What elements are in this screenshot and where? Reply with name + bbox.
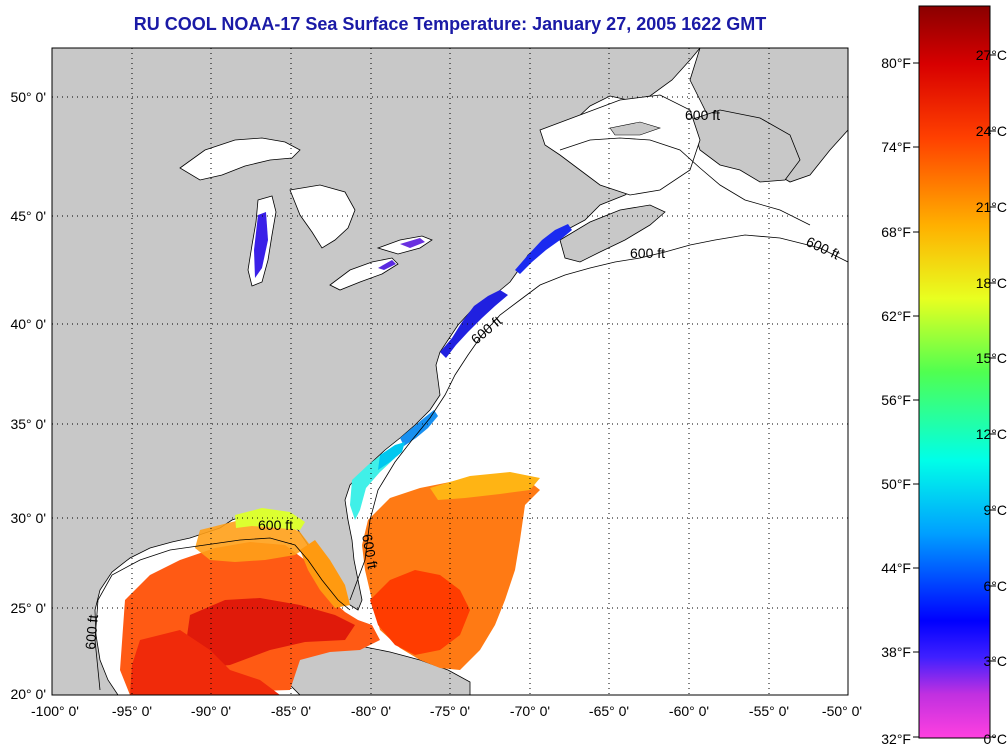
lon-tick-label: -90° 0' xyxy=(191,703,231,719)
colorbar-c-label: 27°C xyxy=(976,47,1007,63)
lon-tick-label: -95° 0' xyxy=(112,703,152,719)
colorbar-f-label: 62°F xyxy=(881,308,911,324)
colorbar-c-label: 15°C xyxy=(976,350,1007,366)
sst-carolina xyxy=(378,442,405,470)
sst-mid-atlantic xyxy=(400,410,438,446)
isobath-contours xyxy=(94,137,848,691)
lon-tick-label: -75° 0' xyxy=(430,703,470,719)
sst-ne-coast xyxy=(440,290,508,358)
lon-tick-label: -70° 0' xyxy=(510,703,550,719)
isobath-label: 600 ft xyxy=(359,533,381,570)
sst-atlantic-north-fringe xyxy=(430,472,540,500)
lake-superior xyxy=(179,137,301,181)
lat-tick-label: 25° 0' xyxy=(10,600,46,616)
sst-gulf-coast-cool xyxy=(235,508,305,530)
lat-tick-label: 45° 0' xyxy=(10,208,46,224)
colorbar: 80°F 74°F 68°F 62°F 56°F 50°F 44°F 38°F … xyxy=(881,5,1008,747)
sst-caribbean xyxy=(130,630,280,695)
lat-tick-label: 35° 0' xyxy=(10,416,46,432)
colorbar-f-ticks xyxy=(913,62,919,738)
land-anticosti xyxy=(609,121,661,136)
colorbar-c-label: 9°C xyxy=(984,502,1008,518)
lake-erie-sst xyxy=(378,260,396,270)
land-nova-scotia xyxy=(559,204,666,263)
lon-tick-label: -50° 0' xyxy=(822,703,862,719)
colorbar-f-label: 68°F xyxy=(881,224,911,240)
sst-loop-current xyxy=(185,598,355,668)
colorbar-f-label: 74°F xyxy=(881,139,911,155)
colorbar-c-label: 12°C xyxy=(976,426,1007,442)
plot-frame xyxy=(51,47,849,696)
isobath-label: 600 ft xyxy=(685,107,720,123)
map-title: RU COOL NOAA-17 Sea Surface Temperature:… xyxy=(133,14,767,34)
lon-tick-label: -85° 0' xyxy=(271,703,311,719)
sst-gulf-shelf xyxy=(195,520,310,562)
lat-axis: 50° 0' 45° 0' 40° 0' 35° 0' 30° 0' 25° 0… xyxy=(10,89,46,702)
colorbar-gradient xyxy=(918,5,991,739)
land-newfoundland-island xyxy=(689,109,801,183)
sst-gulf-of-maine xyxy=(515,224,572,274)
lake-michigan-sst xyxy=(254,212,268,278)
lon-tick-label: -55° 0' xyxy=(749,703,789,719)
lon-tick-label: -65° 0' xyxy=(589,703,629,719)
map-layers xyxy=(52,48,848,695)
colorbar-c-label: 18°C xyxy=(976,275,1007,291)
isobath-label: 600 ft xyxy=(82,614,101,650)
isobath-line-north xyxy=(559,137,811,226)
lon-tick-label: -80° 0' xyxy=(351,703,391,719)
lat-tick-label: 20° 0' xyxy=(10,686,46,702)
colorbar-f-label: 80°F xyxy=(881,55,911,71)
lon-tick-label: -60° 0' xyxy=(669,703,709,719)
colorbar-c-label: 21°C xyxy=(976,199,1007,215)
colorbar-c-label: 24°C xyxy=(976,123,1007,139)
lat-tick-label: 30° 0' xyxy=(10,510,46,526)
gulf-st-lawrence xyxy=(539,94,701,196)
sst-gulfstream-core xyxy=(370,570,470,655)
colorbar-f-label: 32°F xyxy=(881,731,911,747)
lat-tick-label: 50° 0' xyxy=(10,89,46,105)
colorbar-c-label: 0°C xyxy=(984,731,1008,747)
colorbar-c-label: 3°C xyxy=(984,653,1008,669)
colorbar-f-label: 56°F xyxy=(881,392,911,408)
lat-tick-label: 40° 0' xyxy=(10,316,46,332)
isobath-label: 600 ft xyxy=(630,245,665,261)
isobath-label: 600 ft xyxy=(258,517,293,533)
colorbar-f-label: 50°F xyxy=(881,476,911,492)
colorbar-c-ticks xyxy=(990,54,996,738)
isobath-line-gulf xyxy=(94,537,351,691)
sst-west-florida xyxy=(300,540,350,608)
lon-axis: -100° 0' -95° 0' -90° 0' -85° 0' -80° 0'… xyxy=(31,703,862,719)
lake-ontario-sst xyxy=(400,238,425,248)
colorbar-c-label: 6°C xyxy=(984,578,1008,594)
sst-east-florida-shelf xyxy=(350,452,395,520)
lon-tick-label: -100° 0' xyxy=(31,703,79,719)
isobath-line-east xyxy=(349,234,848,601)
lake-erie xyxy=(329,257,399,291)
colorbar-f-label: 38°F xyxy=(881,644,911,660)
colorbar-f-label: 44°F xyxy=(881,560,911,576)
